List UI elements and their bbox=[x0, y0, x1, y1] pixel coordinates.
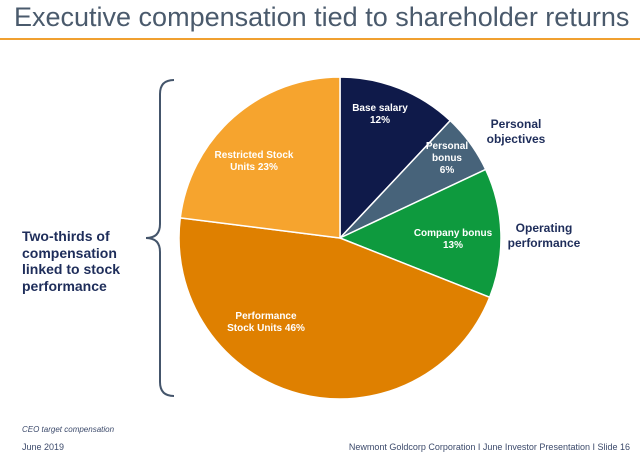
slice-data-label: Units 23% bbox=[230, 162, 278, 173]
slice-data-label: 6% bbox=[440, 165, 455, 176]
bracket-note: Two-thirds of compensation linked to sto… bbox=[22, 228, 152, 294]
footer-source: Newmont Goldcorp Corporation I June Inve… bbox=[348, 442, 630, 452]
slice-category-label: Personal bbox=[491, 117, 542, 131]
bracket-note-line: linked to stock bbox=[22, 261, 121, 277]
slice-data-label: Restricted Stock bbox=[215, 150, 294, 161]
slice-data-label: Stock Units 46% bbox=[227, 323, 305, 334]
pie-slices bbox=[178, 76, 502, 400]
bracket bbox=[145, 79, 175, 397]
pie-labels: Base salary12%Personalbonus6%Personalobj… bbox=[215, 103, 581, 334]
footer-date: June 2019 bbox=[22, 442, 65, 452]
bracket-note-line: compensation bbox=[22, 244, 117, 261]
pie-slice bbox=[338, 168, 502, 299]
pie-slice bbox=[339, 76, 452, 240]
slice-data-label: Company bonus bbox=[414, 228, 493, 239]
slice-data-label: Performance bbox=[235, 311, 297, 322]
slice-category-label: objectives bbox=[487, 132, 546, 146]
page-title: Executive compensation tied to sharehold… bbox=[14, 2, 630, 32]
slice-data-label: 12% bbox=[370, 115, 390, 126]
pie-slice bbox=[179, 76, 341, 239]
slice-data-label: 13% bbox=[443, 240, 463, 251]
slice-category-label: performance bbox=[508, 236, 581, 250]
footnote: CEO target compensation bbox=[22, 425, 115, 434]
slice-data-label: Base salary bbox=[352, 103, 408, 114]
title-divider bbox=[0, 38, 640, 40]
slice-category-label: Operating bbox=[516, 221, 573, 235]
pie-slice bbox=[178, 216, 491, 400]
slice-data-label: Personal bbox=[426, 141, 468, 152]
bracket-note-line: Two-thirds of bbox=[22, 228, 110, 244]
bracket-note-line: performance bbox=[22, 277, 107, 294]
slice-data-label: bonus bbox=[432, 153, 462, 164]
